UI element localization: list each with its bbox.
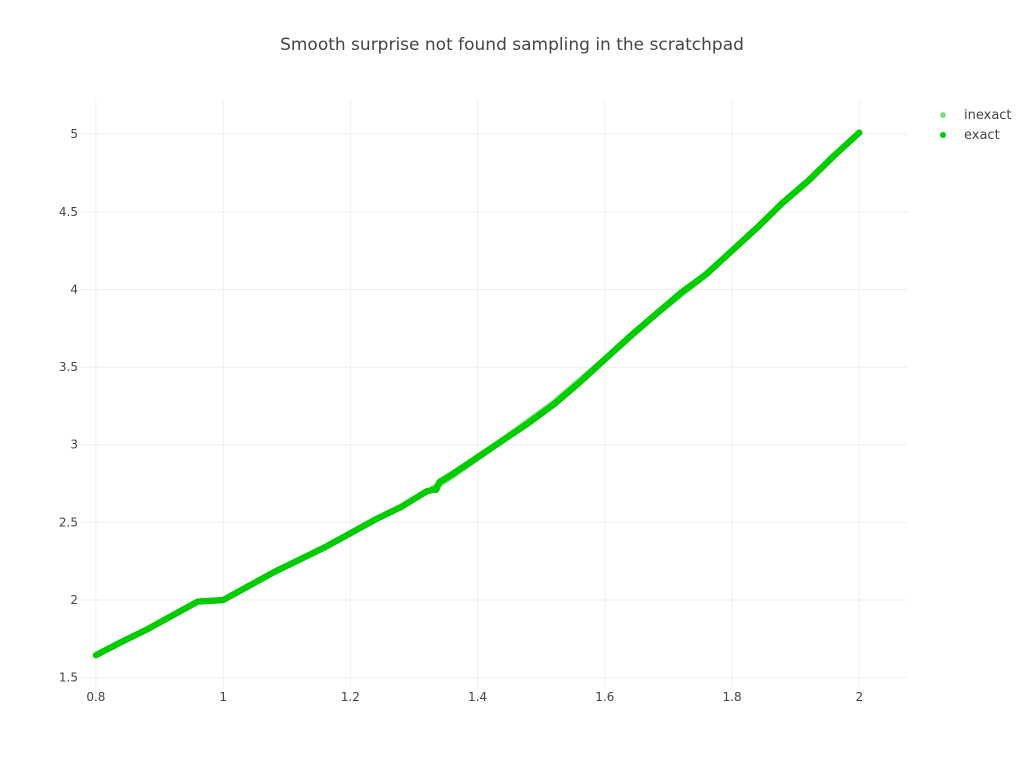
y-tick-label: 3.5 [59,360,78,374]
axis-ticks: 0.8 1 1.2 1.4 1.6 1.8 2 1.5 2 2.5 3 3.5 4 4.5 5 [59,127,863,704]
y-tick-label: 3 [70,438,78,452]
x-tick-label: 0.8 [86,690,105,704]
x-tick-label: 1.2 [341,690,360,704]
chart-title: Smooth surprise not found sampling in th… [280,35,744,55]
legend[interactable]: inexact exact [940,108,1012,143]
legend-marker [940,112,946,118]
series-markers [92,129,863,659]
y-tick-label: 5 [70,127,78,141]
y-tick-label: 2.5 [59,515,78,529]
y-tick-label: 4.5 [59,205,78,219]
legend-label: exact [964,128,1000,143]
series-exact [92,129,863,659]
x-tick-label: 1 [219,690,227,704]
y-tick-label: 2 [70,593,78,607]
x-tick-label: 1.6 [595,690,614,704]
data-point [854,130,862,137]
y-tick-label: 4 [70,282,78,296]
x-tick-label: 2 [855,690,863,704]
legend-item-inexact[interactable]: inexact [940,108,1012,123]
legend-marker [940,132,946,138]
x-tick-label: 1.4 [468,690,487,704]
legend-item-exact[interactable]: exact [940,128,1000,143]
x-tick-label: 1.8 [723,690,742,704]
series-inexact [429,152,838,492]
legend-label: inexact [964,108,1012,123]
y-tick-label: 1.5 [59,671,78,685]
